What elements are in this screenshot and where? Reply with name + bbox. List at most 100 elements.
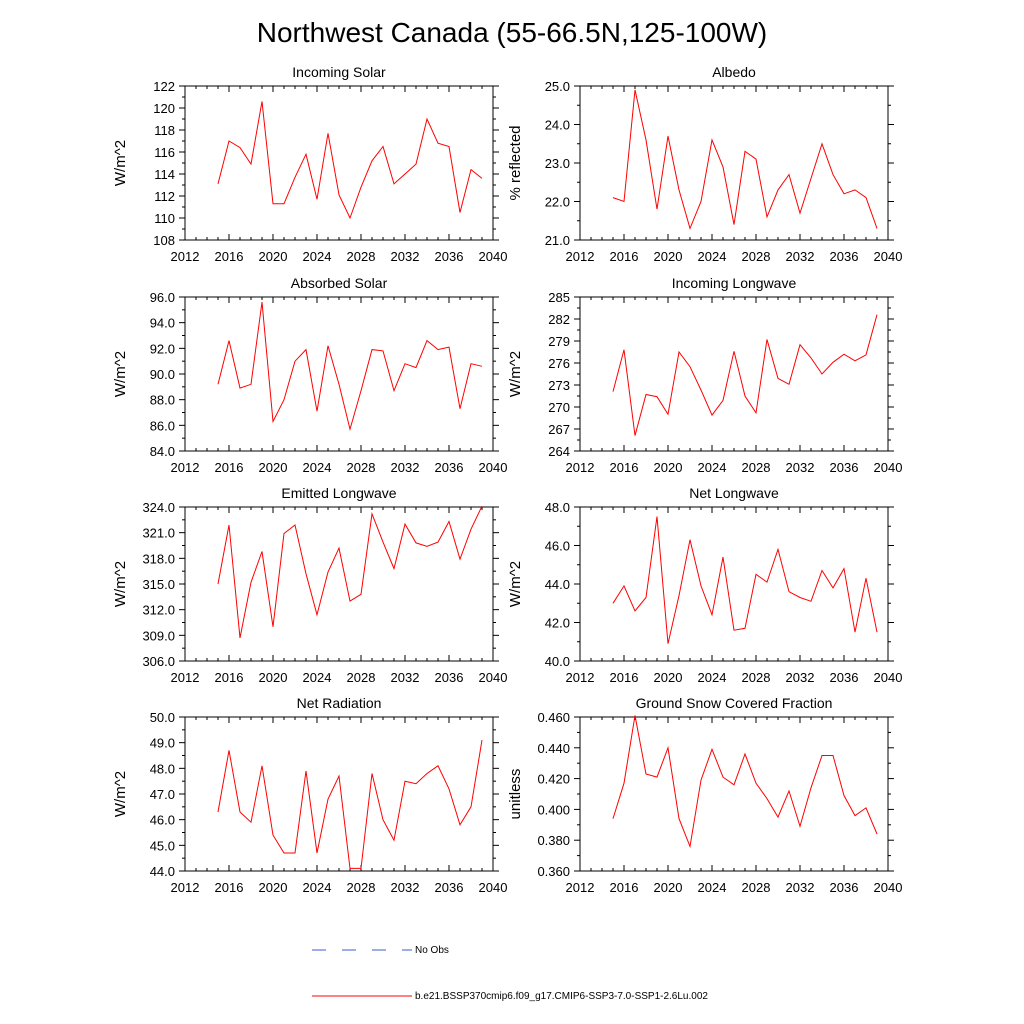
y-tick-label: 0.400 [537, 802, 570, 817]
x-tick-label: 2024 [698, 670, 727, 685]
series-line [217, 740, 483, 869]
y-tick-label: 24.0 [545, 118, 570, 133]
y-tick-label: 46.0 [150, 813, 175, 828]
y-tick-label: 306.0 [142, 654, 175, 669]
x-tick-label: 2012 [566, 460, 595, 475]
legend-obs-label: No Obs [415, 945, 449, 956]
y-tick-label: 45.0 [150, 838, 175, 853]
y-tick-label: 86.0 [150, 418, 175, 433]
x-tick-label: 2012 [171, 880, 200, 895]
panel: Absorbed Solar 2012 2016 2020 2024 2028 2032 20… [112, 275, 507, 475]
panel-title: Incoming Longwave [672, 275, 797, 291]
x-tick-label: 2012 [566, 249, 595, 264]
y-tick-label: 108 [153, 233, 175, 248]
y-tick-label: 21.0 [545, 233, 570, 248]
x-tick-label: 2040 [479, 460, 508, 475]
y-tick-label: 264 [548, 444, 570, 459]
y-tick-label: 50.0 [150, 710, 175, 725]
x-tick-label: 2016 [610, 670, 639, 685]
y-axis-label: W/m^2 [507, 351, 524, 397]
x-tick-label: 2020 [654, 249, 683, 264]
x-tick-label: 2012 [566, 880, 595, 895]
panel: Net Longwave 2012 2016 2020 2024 2028 2032 2036… [507, 485, 902, 685]
y-tick-label: 25.0 [545, 79, 570, 94]
y-tick-label: 23.0 [545, 156, 570, 171]
x-tick-label: 2036 [830, 460, 859, 475]
y-tick-label: 90.0 [150, 367, 175, 382]
x-tick-label: 2020 [654, 460, 683, 475]
figure-title: Northwest Canada (55-66.5N,125-100W) [257, 17, 767, 48]
x-tick-label: 2028 [742, 249, 771, 264]
plot-frame [184, 506, 494, 662]
y-tick-label: 118 [154, 123, 175, 138]
plot-frame [184, 296, 494, 452]
x-tick-label: 2016 [610, 460, 639, 475]
panel: Emitted Longwave 2012 2016 2020 2024 2028 2032… [112, 485, 507, 685]
y-tick-label: 285 [548, 290, 570, 305]
plot-frame [579, 296, 889, 452]
x-tick-label: 2028 [742, 460, 771, 475]
y-tick-label: 94.0 [150, 316, 175, 331]
y-tick-label: 49.0 [150, 736, 175, 751]
x-tick-label: 2040 [874, 880, 903, 895]
x-tick-label: 2016 [610, 249, 639, 264]
panel-title: Emitted Longwave [281, 485, 396, 501]
panel-title: Incoming Solar [292, 64, 386, 80]
panel: Ground Snow Covered Fraction 2012 2016 2020… [507, 695, 902, 895]
x-tick-label: 2016 [215, 670, 244, 685]
x-tick-label: 2020 [259, 249, 288, 264]
x-tick-label: 2040 [874, 670, 903, 685]
y-axis-label: % reflected [507, 125, 524, 200]
y-axis-label: W/m^2 [507, 561, 524, 607]
panel-title: Net Longwave [689, 485, 779, 501]
x-tick-label: 2024 [303, 880, 332, 895]
x-tick-label: 2028 [742, 880, 771, 895]
x-tick-label: 2020 [259, 880, 288, 895]
x-tick-label: 2028 [347, 460, 376, 475]
x-tick-label: 2040 [874, 460, 903, 475]
x-tick-label: 2020 [654, 670, 683, 685]
legend-model-label: b.e21.BSSP370cmip6.f09_g17.CMIP6-SSP3-7.… [415, 991, 708, 1002]
x-tick-label: 2024 [698, 460, 727, 475]
y-tick-label: 48.0 [545, 500, 570, 515]
y-tick-label: 312.0 [142, 603, 175, 618]
y-tick-label: 282 [548, 312, 570, 327]
x-tick-label: 2028 [347, 249, 376, 264]
y-axis-label: unitless [507, 769, 524, 820]
y-tick-label: 0.380 [537, 833, 570, 848]
x-tick-label: 2040 [479, 249, 508, 264]
plot-frame [579, 716, 889, 872]
x-tick-label: 2032 [391, 880, 420, 895]
x-tick-label: 2040 [874, 249, 903, 264]
series-line [612, 89, 878, 230]
y-tick-label: 96.0 [150, 290, 175, 305]
y-tick-label: 0.460 [537, 710, 570, 725]
series-line [217, 505, 483, 638]
y-tick-label: 279 [548, 334, 570, 349]
panel: Incoming Longwave 2012 2016 2020 2024 2028 203… [507, 275, 902, 475]
y-tick-label: 315.0 [142, 577, 175, 592]
panel: Albedo 2012 2016 2020 2024 2028 2032 2036 2040 21… [507, 64, 902, 264]
y-tick-label: 0.420 [537, 772, 570, 787]
y-tick-label: 114 [154, 167, 175, 182]
y-tick-label: 273 [548, 378, 570, 393]
y-tick-label: 309.0 [142, 628, 175, 643]
y-tick-label: 267 [548, 422, 570, 437]
x-tick-label: 2036 [435, 670, 464, 685]
panel: Incoming Solar 2012 2016 2020 2024 2028 2032 20… [112, 64, 507, 264]
x-tick-label: 2012 [566, 670, 595, 685]
x-tick-label: 2012 [171, 460, 200, 475]
x-tick-label: 2020 [259, 670, 288, 685]
x-tick-label: 2032 [786, 670, 815, 685]
y-tick-label: 40.0 [545, 654, 570, 669]
y-tick-label: 324.0 [142, 500, 175, 515]
y-tick-label: 88.0 [150, 393, 175, 408]
y-tick-label: 44.0 [150, 864, 175, 879]
y-tick-label: 120 [153, 101, 175, 116]
x-tick-label: 2016 [215, 249, 244, 264]
x-tick-label: 2016 [215, 880, 244, 895]
x-tick-label: 2020 [654, 880, 683, 895]
y-tick-label: 84.0 [150, 444, 175, 459]
x-tick-label: 2028 [347, 880, 376, 895]
y-tick-label: 46.0 [545, 539, 570, 554]
